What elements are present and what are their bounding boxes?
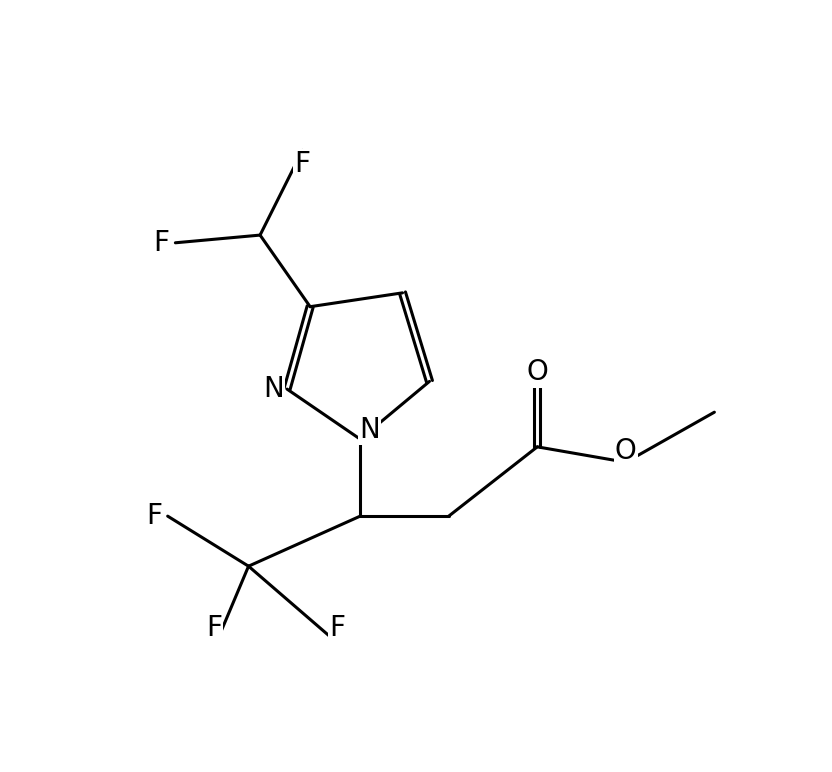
Text: O: O bbox=[527, 358, 548, 386]
Text: F: F bbox=[146, 502, 161, 530]
Text: F: F bbox=[295, 151, 310, 178]
Text: F: F bbox=[154, 229, 170, 257]
Text: O: O bbox=[615, 437, 636, 465]
Text: F: F bbox=[206, 614, 222, 642]
Text: N: N bbox=[359, 416, 379, 444]
Text: N: N bbox=[263, 375, 284, 403]
Text: F: F bbox=[329, 614, 345, 642]
